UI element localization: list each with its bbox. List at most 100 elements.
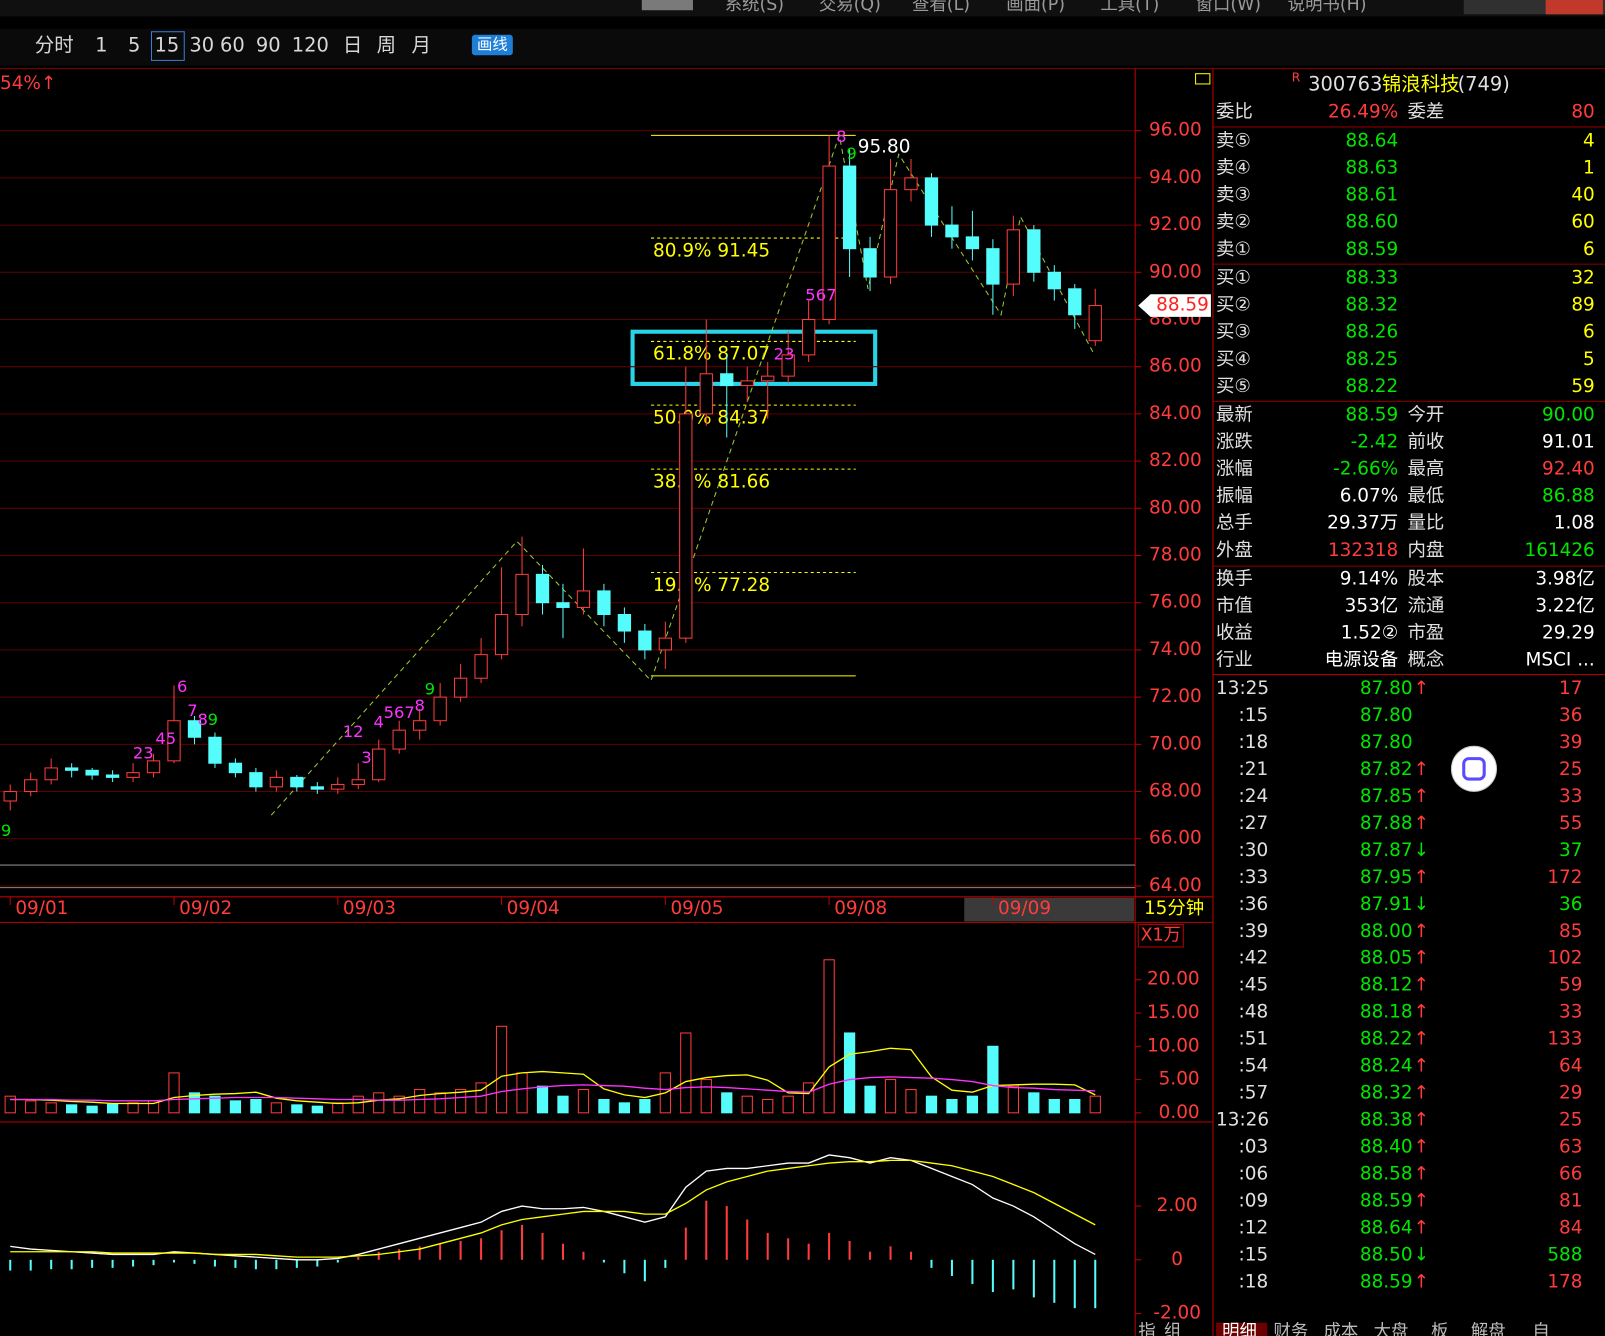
toggle-icon[interactable] bbox=[1195, 73, 1211, 85]
candle-body bbox=[105, 774, 120, 778]
field-value: 3.98亿 bbox=[1535, 568, 1594, 589]
volume-bar bbox=[680, 1032, 692, 1114]
menu-item[interactable]: 工具(T) bbox=[1100, 0, 1159, 15]
sequence-label: 8 bbox=[414, 696, 424, 715]
sequence-label: 567 bbox=[805, 285, 836, 304]
y-tick-label: 15.00 bbox=[1147, 1002, 1200, 1023]
volume-bar bbox=[782, 1095, 794, 1114]
period-button[interactable]: 120 bbox=[292, 34, 329, 57]
candle-body bbox=[1006, 229, 1021, 285]
candle-body bbox=[372, 748, 386, 781]
period-button[interactable]: 15 bbox=[155, 34, 180, 57]
period-button[interactable]: 分时 bbox=[35, 34, 74, 57]
menu-item[interactable]: 窗口(W) bbox=[1196, 0, 1262, 15]
tab[interactable]: 自 bbox=[1532, 1322, 1549, 1336]
draw-button-label[interactable]: 画线 bbox=[477, 36, 508, 54]
volume-bar bbox=[618, 1102, 631, 1114]
tick-price: 88.00 bbox=[1360, 921, 1413, 942]
field-value: 161426 bbox=[1525, 540, 1595, 561]
tick-price: 88.59 bbox=[1360, 1271, 1413, 1292]
tab[interactable]: 财务 bbox=[1273, 1322, 1308, 1336]
tab[interactable]: 板 bbox=[1431, 1322, 1448, 1336]
field-label: 收益 bbox=[1216, 622, 1253, 643]
tick-volume: 17 bbox=[1559, 678, 1582, 699]
candle-body bbox=[290, 776, 304, 788]
toolbar bbox=[0, 28, 1605, 66]
tick-time: :39 bbox=[1239, 921, 1269, 942]
tab[interactable]: 成本 bbox=[1324, 1322, 1359, 1336]
fib-label: 80.9% 91.45 bbox=[653, 240, 770, 261]
field-value: 3.22亿 bbox=[1535, 595, 1594, 616]
sequence-label: 23 bbox=[774, 344, 795, 363]
tick-volume: 39 bbox=[1559, 732, 1582, 753]
candle-body bbox=[3, 791, 17, 802]
volume-bar bbox=[1007, 1085, 1019, 1114]
field-value: 29.37万 bbox=[1327, 513, 1398, 534]
menu-item[interactable]: 说明书(H) bbox=[1288, 0, 1367, 15]
sequence-label: 4 bbox=[374, 713, 384, 732]
period-button[interactable]: 月 bbox=[411, 34, 430, 57]
menu-button[interactable] bbox=[641, 0, 693, 11]
menu-item[interactable]: 查看(L) bbox=[912, 0, 970, 15]
tick-volume: 133 bbox=[1547, 1029, 1582, 1050]
side-tab[interactable]: 组 bbox=[1164, 1322, 1181, 1336]
tick-time: :18 bbox=[1239, 1271, 1269, 1292]
close-button[interactable] bbox=[1545, 0, 1603, 15]
tick-time: :27 bbox=[1239, 813, 1269, 834]
last-price-label: 88.59 bbox=[1156, 295, 1209, 316]
candle-body bbox=[249, 772, 263, 788]
draw-button[interactable] bbox=[471, 34, 513, 56]
macd-line bbox=[10, 1159, 1096, 1258]
volume-bar bbox=[1048, 1099, 1060, 1114]
side-tab[interactable]: 指 bbox=[1138, 1322, 1155, 1336]
tick-volume: 37 bbox=[1559, 840, 1582, 861]
tick-price: 88.05 bbox=[1360, 948, 1413, 969]
candle-body bbox=[679, 413, 693, 639]
tick-price: 88.38 bbox=[1360, 1110, 1413, 1131]
book-label: 买④ bbox=[1216, 349, 1251, 370]
stock-name: 锦浪科技 bbox=[1382, 72, 1460, 95]
period-button[interactable]: 90 bbox=[256, 34, 281, 57]
menu-item[interactable]: 交易(Q) bbox=[819, 0, 881, 15]
volume-bar bbox=[823, 959, 835, 1114]
tab[interactable]: 解盘 bbox=[1471, 1322, 1506, 1336]
period-button[interactable]: 1 bbox=[95, 34, 107, 57]
field-value: 80 bbox=[1571, 102, 1594, 123]
candle-body bbox=[883, 189, 898, 278]
field-label: 行业 bbox=[1216, 650, 1253, 671]
tick-time: :12 bbox=[1239, 1218, 1269, 1239]
y-tick-label: 94.00 bbox=[1149, 167, 1202, 188]
period-button[interactable]: 日 bbox=[343, 34, 362, 57]
assistant-button[interactable] bbox=[1450, 745, 1498, 792]
tab[interactable]: 明细 bbox=[1222, 1322, 1257, 1336]
tab[interactable]: 大盘 bbox=[1374, 1322, 1409, 1336]
tick-time: :42 bbox=[1239, 948, 1269, 969]
period-button[interactable]: 60 bbox=[220, 34, 245, 57]
volume-bar bbox=[639, 1099, 651, 1114]
tick-volume: 33 bbox=[1559, 786, 1582, 807]
book-label: 买③ bbox=[1216, 322, 1251, 343]
candle-body bbox=[24, 779, 38, 793]
x-tick-label: 09/04 bbox=[507, 898, 560, 919]
tick-price: 87.87 bbox=[1360, 840, 1413, 861]
x-tick-label: 09/01 bbox=[15, 898, 68, 919]
candle-body bbox=[453, 677, 468, 698]
field-value: 1.08 bbox=[1554, 513, 1595, 534]
volume-bar bbox=[1089, 1095, 1101, 1114]
book-price: 88.63 bbox=[1346, 157, 1399, 178]
period-button[interactable]: 30 bbox=[189, 34, 214, 57]
candle-body bbox=[904, 177, 918, 191]
menu-item[interactable]: 系统(S) bbox=[725, 0, 784, 15]
period-button[interactable]: 周 bbox=[377, 34, 396, 57]
candle-body bbox=[556, 602, 570, 608]
field-value: 353亿 bbox=[1345, 595, 1399, 616]
y-tick-label: 64.00 bbox=[1149, 875, 1202, 896]
active-tab[interactable] bbox=[1216, 1322, 1268, 1336]
tick-time: :21 bbox=[1239, 759, 1269, 780]
selected-period bbox=[150, 31, 185, 61]
menu-item[interactable]: 画面(P) bbox=[1006, 0, 1065, 15]
y-tick-label: 66.00 bbox=[1149, 828, 1202, 849]
y-tick-label: 0 bbox=[1171, 1249, 1183, 1270]
period-button[interactable]: 5 bbox=[128, 34, 140, 57]
